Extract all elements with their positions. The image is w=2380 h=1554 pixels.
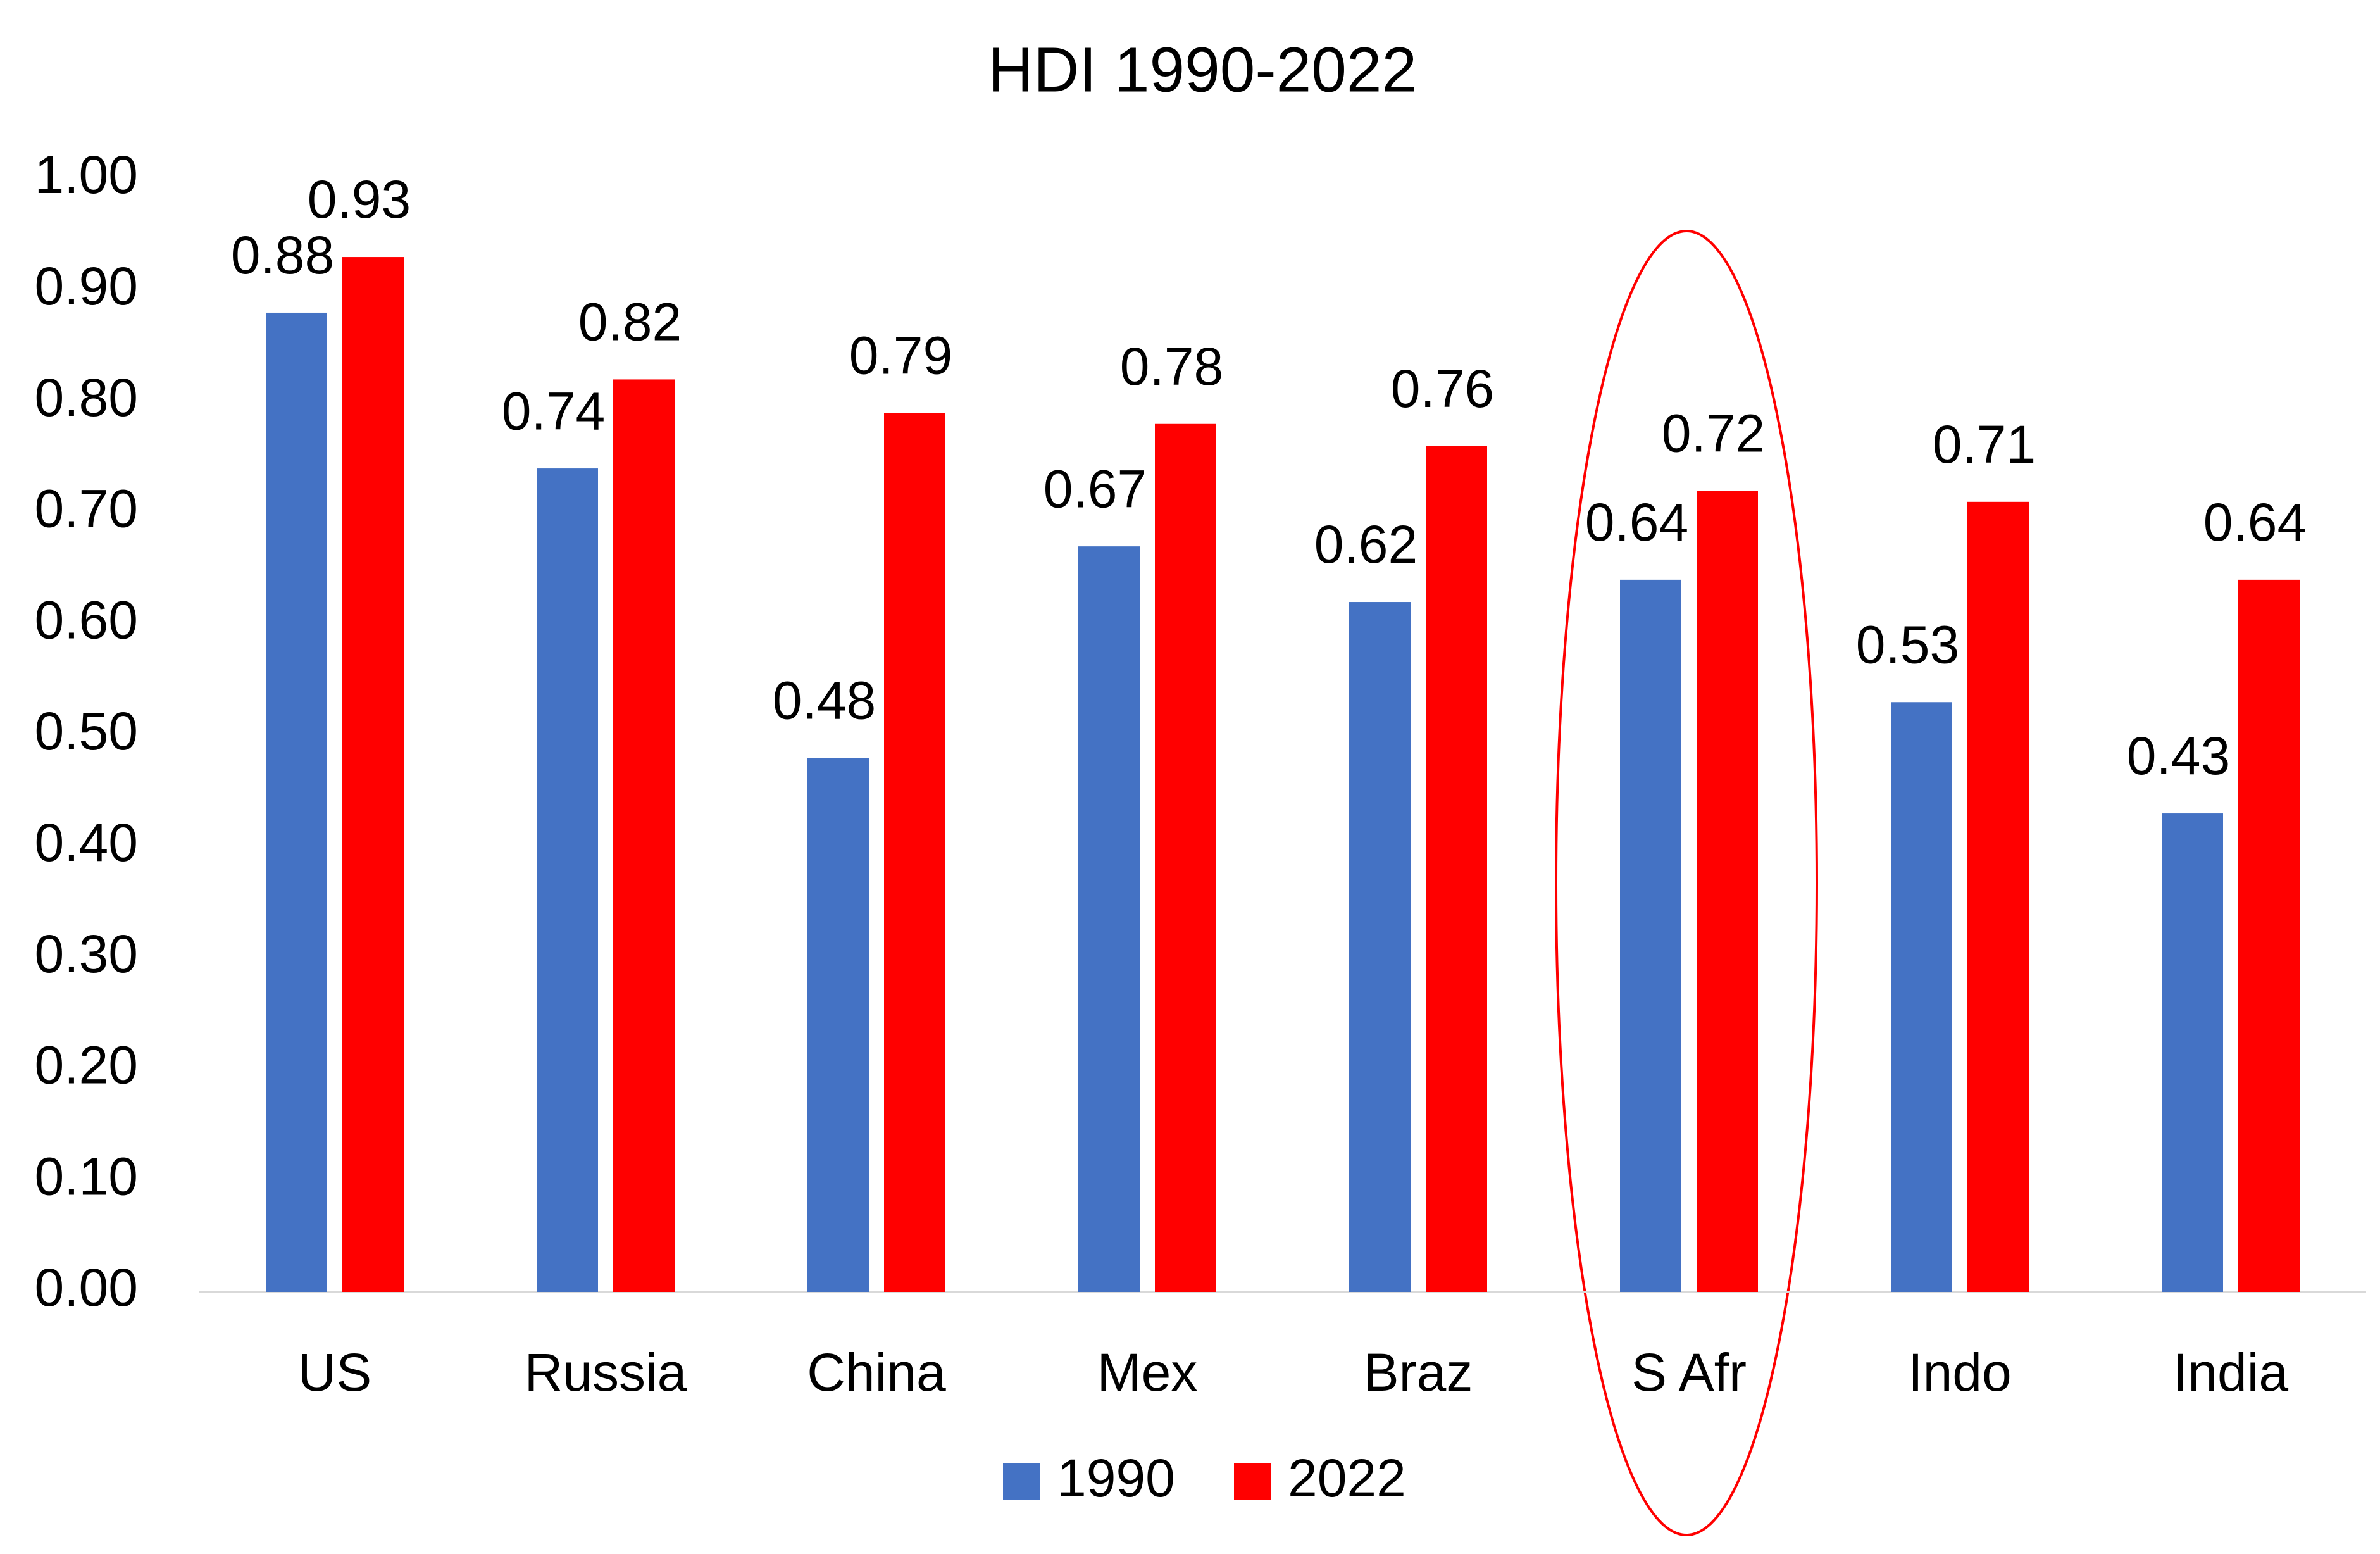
y-tick-label: 1.00 [35, 145, 139, 204]
y-tick-label: 0.50 [35, 701, 139, 761]
bar [1155, 423, 1216, 1292]
data-label: 0.53 [1856, 615, 1960, 674]
x-tick-label: Braz [1364, 1343, 1473, 1402]
data-label: 0.79 [849, 325, 953, 385]
y-tick-label: 0.20 [35, 1036, 139, 1095]
highlight-ellipse [1555, 230, 1818, 1536]
data-label: 0.88 [231, 225, 335, 285]
y-tick-label: 0.30 [35, 924, 139, 984]
x-tick-label: Indo [1908, 1343, 2012, 1402]
data-label: 0.64 [1585, 492, 1689, 552]
y-tick-label: 0.00 [35, 1258, 139, 1317]
bar [266, 312, 327, 1293]
legend-label: 2022 [1288, 1448, 1406, 1508]
data-label: 0.64 [2203, 492, 2307, 552]
data-label: 0.43 [2127, 726, 2231, 786]
x-tick-label: China [807, 1343, 946, 1402]
data-label: 0.76 [1391, 359, 1495, 418]
y-tick-label: 0.80 [35, 368, 139, 427]
data-label: 0.62 [1314, 515, 1418, 574]
x-tick-label: Russia [525, 1343, 687, 1402]
y-tick-label: 0.90 [35, 256, 139, 316]
data-label: 0.48 [773, 670, 876, 730]
y-tick-label: 0.60 [35, 590, 139, 649]
bar [1426, 446, 1487, 1293]
data-label: 0.93 [308, 170, 411, 229]
bar [613, 379, 675, 1293]
data-label: 0.82 [578, 292, 682, 352]
data-label: 0.72 [1662, 403, 1766, 463]
x-tick-label: Mex [1097, 1343, 1198, 1402]
legend-swatch [1003, 1463, 1040, 1500]
x-tick-label: S Afr [1631, 1343, 1747, 1402]
bar [537, 468, 598, 1292]
data-label: 0.74 [502, 381, 606, 441]
bar [884, 413, 945, 1293]
bar [1349, 602, 1411, 1292]
bar [1620, 579, 1681, 1292]
legend-label: 1990 [1057, 1448, 1175, 1508]
bar [1697, 491, 1758, 1292]
bar [1967, 501, 2029, 1292]
bar [807, 758, 869, 1292]
data-label: 0.67 [1044, 459, 1147, 518]
data-label: 0.78 [1120, 337, 1224, 396]
data-label: 0.71 [1933, 415, 2036, 474]
x-tick-label: India [2173, 1343, 2288, 1402]
bar [1078, 546, 1140, 1292]
x-tick-label: US [298, 1343, 372, 1402]
y-tick-label: 0.70 [35, 479, 139, 539]
bar [2162, 813, 2223, 1292]
y-tick-label: 0.10 [35, 1146, 139, 1206]
bar [2238, 579, 2300, 1292]
y-tick-label: 0.40 [35, 813, 139, 872]
chart-title: HDI 1990-2022 [988, 34, 1417, 105]
bar [1891, 702, 1952, 1292]
bar [342, 257, 404, 1292]
legend-swatch [1234, 1463, 1271, 1500]
